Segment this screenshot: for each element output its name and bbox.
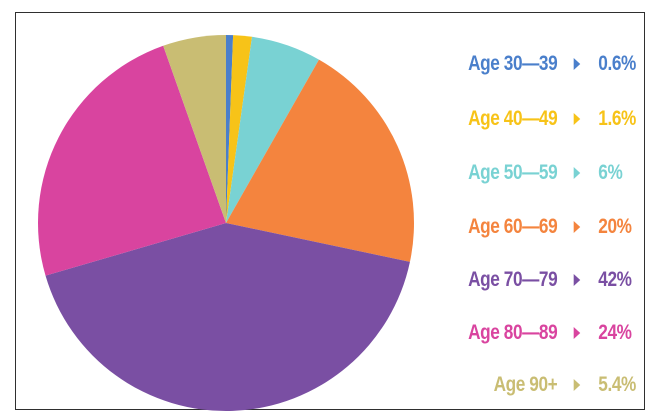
pie-slice-age-90 <box>163 35 226 223</box>
pie-slice-age-80-89 <box>37 45 227 276</box>
pie-slice-age-40-49 <box>226 35 253 223</box>
pie-slice-age-70-79 <box>45 223 410 412</box>
pie-slice-age-30-39 <box>226 34 234 223</box>
pie-slice-age-50-59 <box>226 36 319 224</box>
pie-slice-age-60-69 <box>226 59 414 262</box>
